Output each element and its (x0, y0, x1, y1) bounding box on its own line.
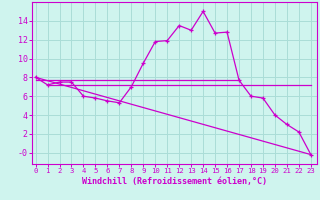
X-axis label: Windchill (Refroidissement éolien,°C): Windchill (Refroidissement éolien,°C) (82, 177, 267, 186)
